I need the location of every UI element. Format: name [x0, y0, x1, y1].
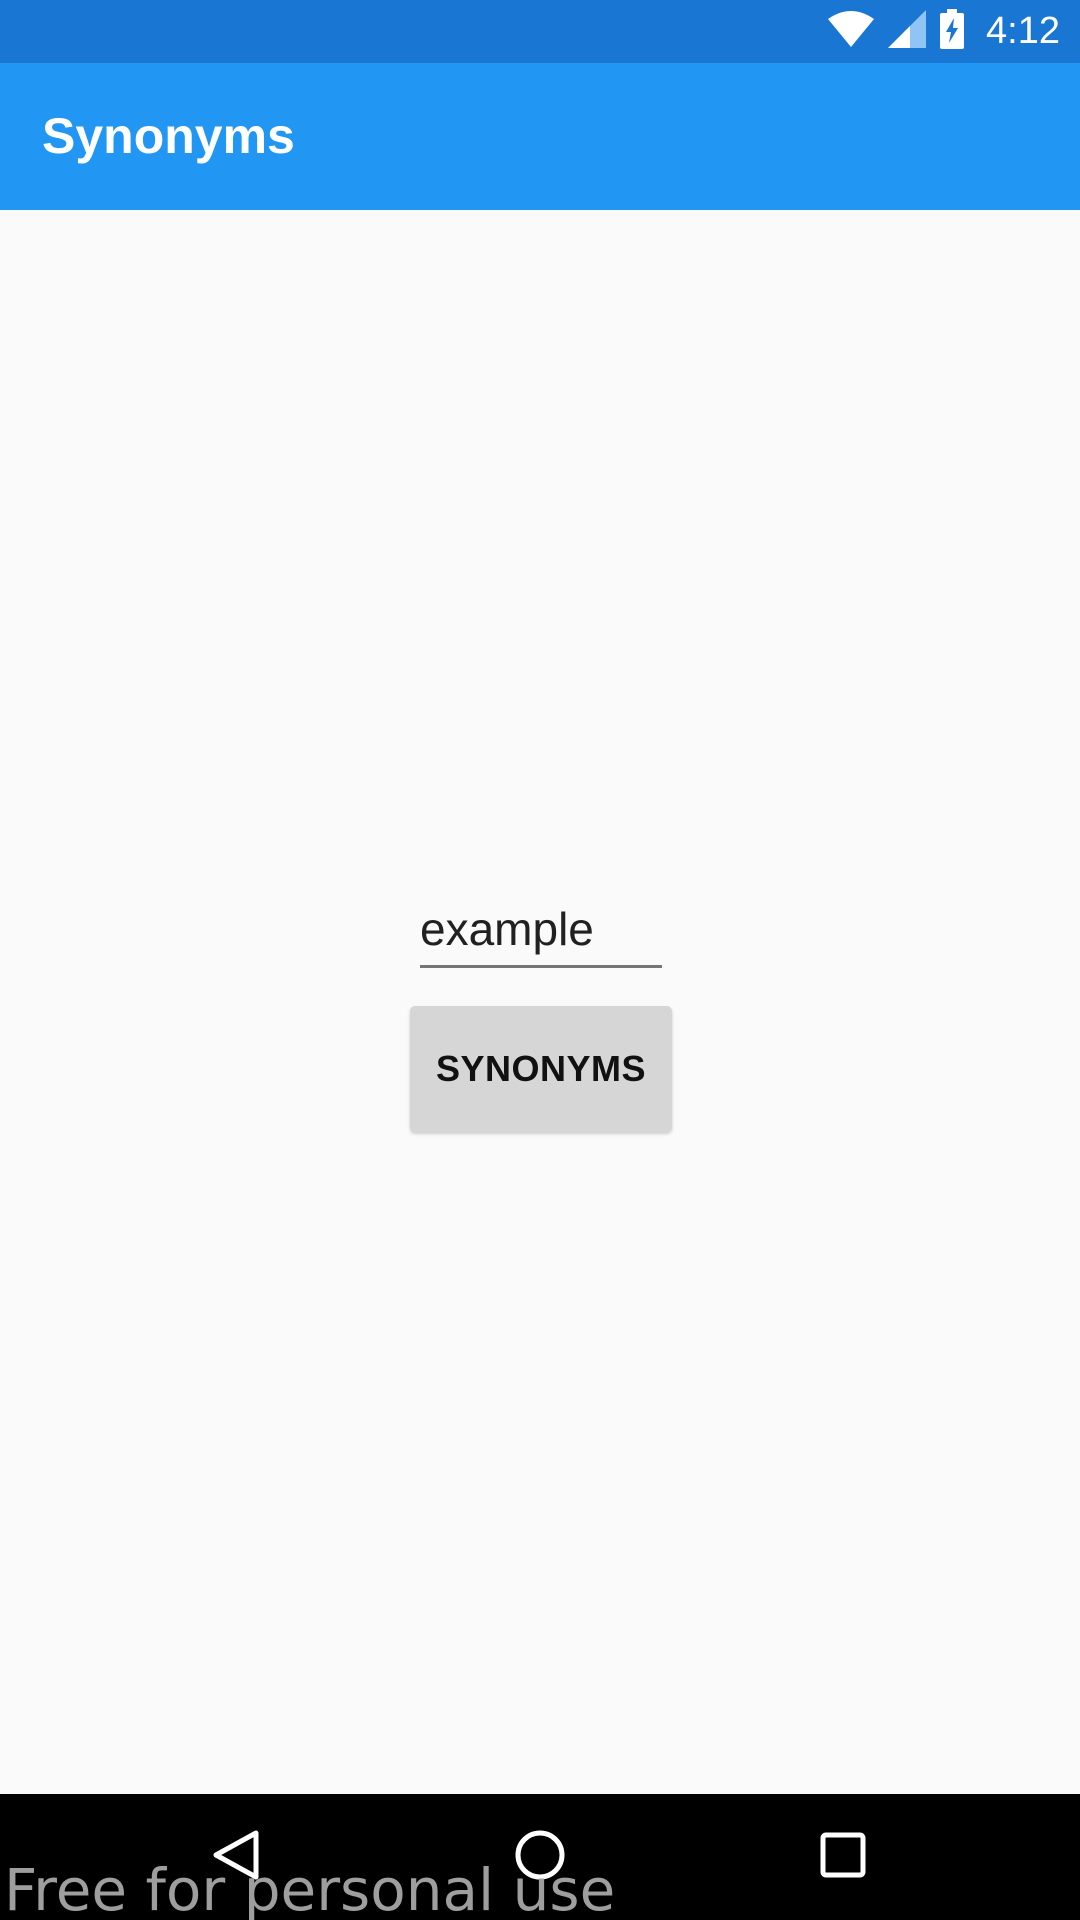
battery-charging-icon [940, 9, 965, 54]
signal-icon [888, 10, 927, 53]
app-title: Synonyms [42, 108, 295, 164]
home-button[interactable] [470, 1794, 610, 1920]
back-button[interactable] [166, 1794, 306, 1920]
synonyms-button[interactable]: SYNONYMS [410, 1006, 672, 1132]
recents-icon [819, 1831, 867, 1884]
status-bar: 4:12 [0, 0, 1080, 63]
home-icon [514, 1829, 566, 1886]
back-icon [212, 1829, 260, 1886]
nav-bar [0, 1794, 1080, 1920]
wifi-icon [828, 11, 875, 52]
app-bar: Synonyms [0, 63, 1080, 210]
recents-button[interactable] [773, 1794, 913, 1920]
word-input[interactable] [420, 893, 662, 968]
status-icons: 4:12 [828, 0, 1060, 63]
content: SYNONYMS [0, 210, 1080, 1794]
status-time: 4:12 [986, 10, 1060, 52]
